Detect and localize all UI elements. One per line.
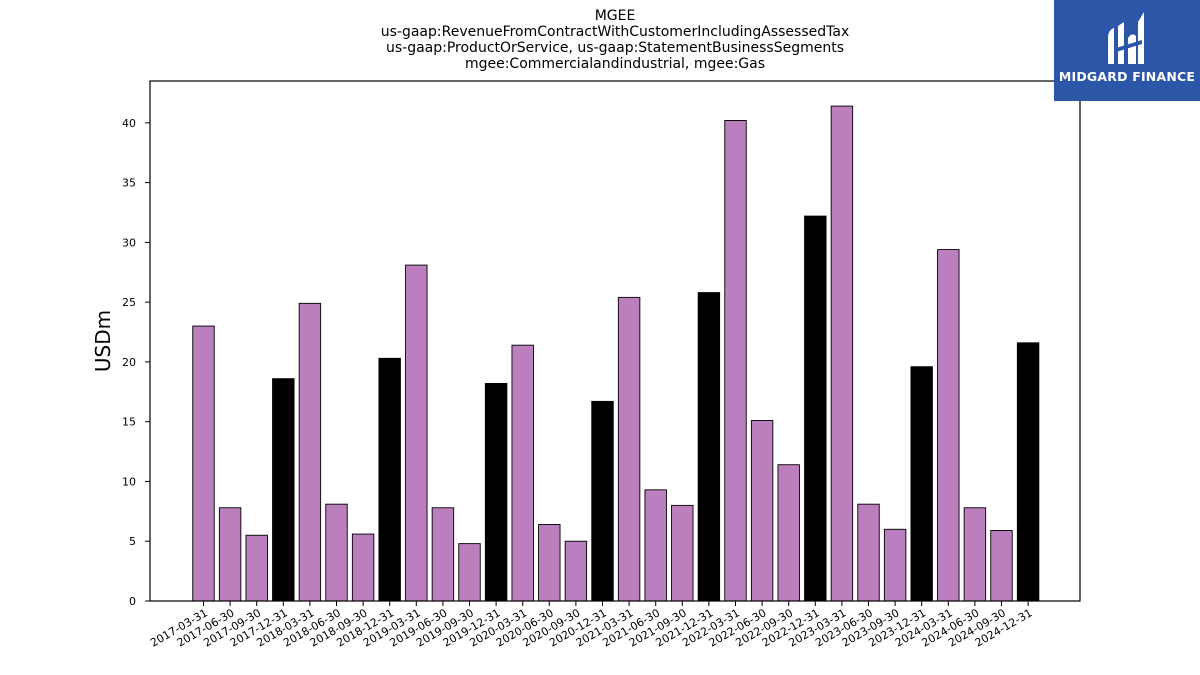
bar-2019-03-31 xyxy=(405,264,428,602)
bar-2019-09-30 xyxy=(458,543,481,602)
bar-2019-06-30 xyxy=(431,507,455,602)
bar-2024-12-31 xyxy=(1016,342,1040,602)
bar-2020-03-31 xyxy=(511,344,534,602)
bar-2019-12-31 xyxy=(484,382,508,602)
bar-2018-12-31 xyxy=(378,357,401,602)
chart-title: MGEE xyxy=(594,8,636,24)
bar-2024-03-31 xyxy=(937,249,960,602)
chart-subtitle-1: us-gaap:RevenueFromContractWithCustomerI… xyxy=(380,24,850,40)
y-tick-label: 20 xyxy=(122,356,136,369)
chart-subtitle-2: us-gaap:ProductOrService, us-gaap:Statem… xyxy=(385,40,844,56)
logo-mark-icon xyxy=(1108,12,1144,64)
y-tick-label: 0 xyxy=(129,595,136,608)
midgard-finance-logo: MIDGARD FINANCE xyxy=(1054,0,1200,101)
bar-2020-09-30 xyxy=(564,540,588,602)
bar-2021-06-30 xyxy=(644,489,667,602)
bar-2023-03-31 xyxy=(830,105,854,602)
bar-2020-12-31 xyxy=(591,400,614,602)
y-tick-label: 25 xyxy=(122,296,136,309)
y-tick-label: 40 xyxy=(122,117,136,130)
bar-2017-09-30 xyxy=(245,534,268,602)
y-axis: 0 5 10 15 20 25 30 35 40 xyxy=(122,117,150,608)
bar-2024-09-30 xyxy=(990,530,1013,602)
bar-2023-12-31 xyxy=(910,366,933,602)
bar-2020-06-30 xyxy=(538,524,561,602)
bar-2021-03-31 xyxy=(617,296,641,602)
bars-group xyxy=(192,105,1040,602)
bar-2017-06-30 xyxy=(218,507,242,602)
y-tick-label: 15 xyxy=(122,416,136,429)
bar-2018-06-30 xyxy=(325,503,348,602)
y-tick-label: 5 xyxy=(129,535,136,548)
bar-2024-06-30 xyxy=(963,507,987,602)
bar-2022-12-31 xyxy=(804,215,827,602)
bar-2018-09-30 xyxy=(351,533,375,602)
y-tick-label: 10 xyxy=(122,475,136,488)
bar-2023-09-30 xyxy=(883,528,907,602)
bar-2021-12-31 xyxy=(697,292,721,602)
y-tick-label: 35 xyxy=(122,177,136,190)
bar-2022-06-30 xyxy=(750,420,774,602)
x-axis: 2017-03-312017-06-302017-09-302017-12-31… xyxy=(148,601,1035,650)
bar-2022-03-31 xyxy=(724,119,747,602)
plot-frame xyxy=(149,80,1081,602)
bar-2021-09-30 xyxy=(671,504,694,602)
bar-2017-03-31 xyxy=(192,325,215,602)
bar-2017-12-31 xyxy=(272,378,295,602)
bar-2022-09-30 xyxy=(777,464,800,602)
bar-2023-06-30 xyxy=(857,503,880,602)
chart-subtitle-3: mgee:Commercialandindustrial, mgee:Gas xyxy=(464,56,766,72)
logo-text: MIDGARD FINANCE xyxy=(1058,69,1196,84)
bar-2018-03-31 xyxy=(298,302,322,602)
y-tick-label: 30 xyxy=(122,236,136,249)
y-axis-label: USDm xyxy=(91,310,115,372)
